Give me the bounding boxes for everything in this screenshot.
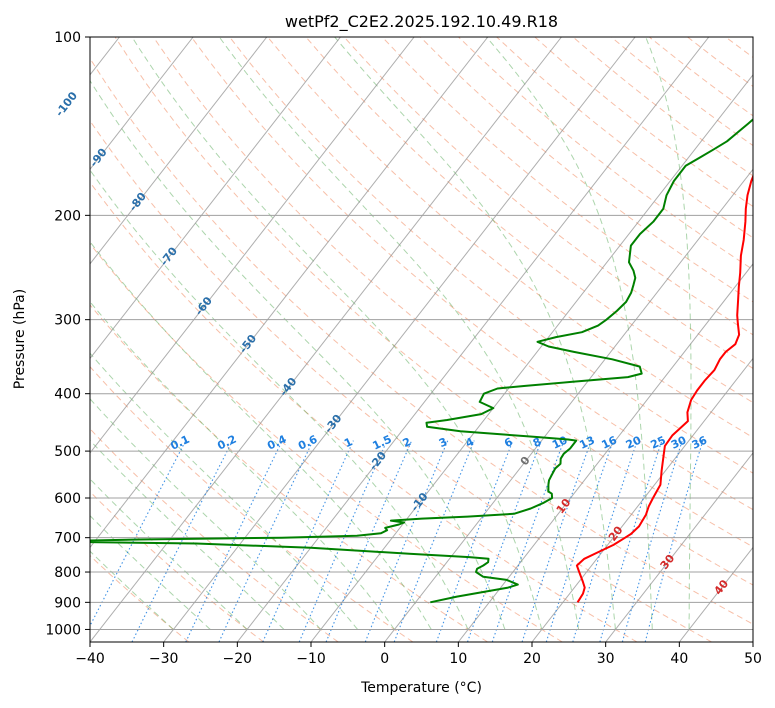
isotherm-line — [236, 37, 710, 642]
y-axis: 100 200 300 400 500 600 700 800 900 1000 — [45, 30, 90, 638]
pressure-grid — [90, 37, 753, 630]
dry-adiabat — [190, 37, 753, 511]
mixing-ratio-line — [572, 440, 638, 642]
mixing-ratio-line — [644, 440, 704, 642]
y-tick-label: 800 — [54, 565, 81, 581]
mixing-ratio-line — [262, 440, 354, 642]
x-tick-label: 20 — [523, 651, 541, 667]
x-axis: −40 −30 −20 −10 0 10 20 30 40 50 — [75, 642, 762, 667]
background-reference-lines — [90, 37, 753, 642]
x-tick-label: 0 — [380, 651, 389, 667]
x-tick-label: 50 — [744, 651, 762, 667]
dry-adiabat — [90, 181, 638, 642]
isotherm-line — [90, 37, 341, 360]
isotherm-line — [531, 357, 753, 642]
mixing-ratio-line — [298, 440, 388, 642]
moist-adiabat — [90, 550, 174, 630]
moist-adiabat — [90, 300, 395, 630]
x-tick-label: 40 — [670, 651, 688, 667]
moist-adiabat — [90, 169, 469, 630]
moist-adiabat — [486, 37, 653, 630]
dry-adiabat — [90, 242, 563, 642]
isotherm-line — [90, 37, 562, 642]
isotherm-line — [384, 168, 753, 642]
mixing-ratio-label: 30 — [669, 433, 689, 451]
isotherm-line — [163, 37, 636, 642]
moist-adiabat — [90, 439, 285, 630]
x-axis-title: Temperature (°C) — [360, 680, 482, 696]
dry-adiabat — [90, 554, 190, 642]
dry-adiabat — [267, 37, 753, 439]
y-tick-label: 900 — [54, 595, 81, 611]
x-tick-label: −10 — [296, 651, 326, 667]
temperature-profile-line — [575, 173, 753, 603]
moist-adiabat — [131, 37, 543, 630]
dry-adiabat — [229, 37, 753, 474]
mixing-ratio-line — [466, 440, 542, 642]
dry-adiabat — [90, 57, 753, 625]
mixing-ratio-line — [491, 440, 565, 642]
moist-adiabat — [645, 37, 692, 630]
x-tick-label: −20 — [223, 651, 253, 667]
isotherm-line — [90, 37, 415, 454]
dry-adiabat — [90, 119, 712, 642]
moist-adiabat — [90, 478, 248, 630]
x-tick-label: 30 — [597, 651, 615, 667]
isotherm-line — [90, 37, 268, 265]
x-tick-label: −30 — [149, 651, 179, 667]
mixing-ratio-line — [325, 440, 413, 642]
y-tick-label: 300 — [54, 313, 81, 329]
y-tick-label: 700 — [54, 531, 81, 547]
dry-adiabat — [420, 37, 753, 303]
moist-adiabat — [90, 79, 506, 630]
moist-adiabat — [90, 514, 211, 630]
moist-adiabat — [90, 352, 358, 630]
plot-frame — [89, 36, 754, 643]
dry-adiabat — [114, 37, 753, 586]
mixing-ratio-label: 36 — [690, 433, 710, 451]
mixing-ratio-line — [131, 440, 233, 642]
y-axis-title: Pressure (hPa) — [12, 289, 28, 389]
x-tick-label: 10 — [449, 651, 467, 667]
dry-adiabat — [90, 428, 339, 642]
isotherm-line — [457, 263, 753, 642]
y-tick-label: 400 — [54, 387, 81, 403]
isotherm-line — [605, 452, 753, 642]
moist-adiabat — [334, 37, 616, 630]
dewpoint-profile-line — [90, 118, 753, 604]
dry-adiabat — [90, 304, 488, 642]
x-tick-label: −40 — [75, 651, 105, 667]
isotherm-line — [90, 37, 194, 171]
chart-title: wetPf2_C2E2.2025.192.10.49.R18 — [285, 12, 558, 32]
y-tick-label: 200 — [54, 208, 81, 224]
mixing-ratio-label: 25 — [649, 434, 668, 452]
mixing-ratio-label: 13 — [577, 434, 596, 452]
dry-adiabat — [381, 37, 753, 336]
y-tick-label: 1000 — [45, 622, 81, 638]
mixing-ratio-line — [621, 440, 683, 642]
y-tick-label: 600 — [54, 491, 81, 507]
mixing-ratio-label: 20 — [624, 433, 644, 451]
y-tick-label: 500 — [54, 444, 81, 460]
moist-adiabat — [218, 37, 580, 630]
sounding-profiles — [90, 118, 753, 604]
mixing-ratio-line — [599, 440, 663, 642]
y-tick-label: 100 — [54, 30, 81, 46]
mixing-ratio-label: 16 — [600, 433, 620, 451]
